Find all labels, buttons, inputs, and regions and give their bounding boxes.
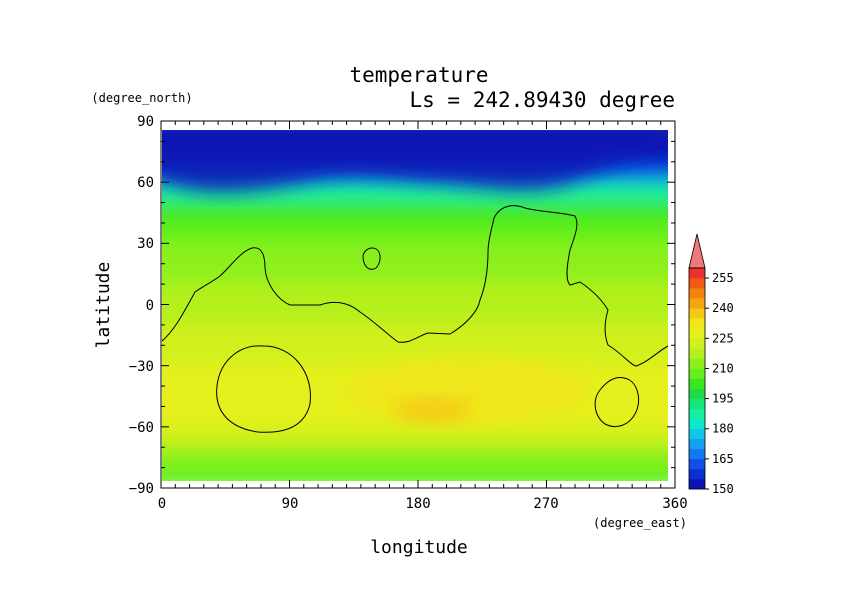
colorbar-bin [689, 418, 705, 430]
colorbar-bin [689, 268, 705, 279]
colorbar-bin [689, 378, 705, 389]
field-band [162, 323, 668, 347]
colorbar-frame [688, 267, 706, 490]
y-axis-tick-labels: 90 60 30 0 −30 −60 −90 [129, 114, 154, 497]
contour-argyre-path [594, 377, 639, 427]
field-band [162, 221, 668, 245]
y-tick-label: −30 [129, 359, 154, 375]
colorbar-tick-label: 165 [712, 452, 734, 466]
chart-subtitle: Ls = 242.89430 degree [409, 88, 675, 112]
field-band [162, 303, 668, 326]
colorbar-bin [689, 298, 705, 309]
chart-title: temperature [349, 63, 488, 87]
x-tick-label: 90 [282, 496, 299, 512]
y-tick-label: 60 [137, 175, 154, 191]
contour-elysium-path [362, 247, 381, 270]
contour-tharsis-path [161, 205, 669, 367]
colorbar-tick-label: 180 [712, 422, 734, 436]
field-band [162, 262, 668, 286]
y-tick-label: 0 [146, 298, 154, 314]
temperature-field [162, 130, 668, 481]
colorbar-bin [689, 448, 705, 460]
colorbar-bin [689, 338, 705, 349]
colorbar-tick-label: 210 [712, 361, 734, 375]
colorbar-bin [689, 358, 705, 369]
x-axis-ticks [160, 121, 676, 488]
field-band [162, 466, 668, 481]
colorbar-bin [689, 428, 705, 440]
plot-area [160, 120, 676, 489]
colorbar-bin [689, 458, 705, 470]
colorbar-bin [689, 328, 705, 339]
y-axis-ticks [161, 120, 675, 489]
x-unit-label: (degree_east) [593, 516, 687, 530]
y-unit-label: (degree_north) [91, 91, 192, 105]
colorbar-bin [689, 478, 705, 490]
x-tick-label: 180 [405, 496, 430, 512]
colorbar-bin [689, 388, 705, 399]
colorbar-tick-label: 240 [712, 301, 734, 315]
y-tick-label: −60 [129, 420, 154, 436]
contour-lines [161, 205, 669, 433]
colorbar-tick-label: 150 [712, 482, 734, 496]
x-axis-tick-labels: 0 90 180 270 360 [158, 496, 688, 512]
colorbar-bin [689, 438, 705, 450]
colorbar-bin [689, 288, 705, 299]
x-axis-label: longitude [370, 537, 468, 558]
contour-hellas-path [216, 345, 311, 433]
colorbar-tick-label: 195 [712, 392, 734, 406]
colorbar-bin [689, 348, 705, 359]
colorbar-bin [689, 408, 705, 419]
colorbar: 150 165 180 195 210 225 240 255 [688, 233, 734, 496]
colorbar-bin [689, 318, 705, 329]
x-tick-label: 270 [533, 496, 558, 512]
field-band [162, 242, 668, 265]
colorbar-bin [689, 278, 705, 289]
warm-core-region [392, 398, 473, 423]
y-tick-label: −90 [129, 481, 154, 497]
colorbar-extend-triangle [688, 233, 706, 269]
x-tick-label: 0 [158, 496, 166, 512]
colorbar-tick-label: 255 [712, 271, 734, 285]
y-tick-label: 90 [137, 114, 154, 130]
polar-cap-region [162, 130, 668, 192]
colorbar-bin [689, 398, 705, 409]
colorbar-bin [689, 308, 705, 319]
y-tick-label: 30 [137, 236, 154, 252]
colorbar-bin [689, 468, 705, 480]
field-band [162, 425, 668, 449]
colorbar-bin [689, 368, 705, 379]
field-band [162, 344, 668, 367]
field-band [162, 201, 668, 224]
x-tick-label: 360 [662, 496, 687, 512]
y-axis-label: latitude [93, 262, 114, 349]
field-band [162, 283, 668, 306]
field-band [162, 446, 668, 469]
colorbar-tick-label: 225 [712, 331, 734, 345]
